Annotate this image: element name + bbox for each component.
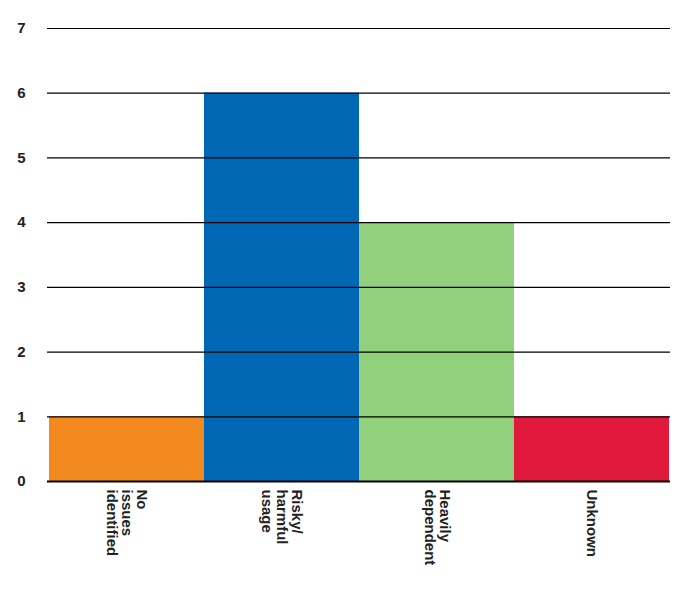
svg-text:Risky/harmfulusage: Risky/harmfulusage (259, 490, 306, 545)
svg-text:2: 2 (17, 343, 25, 360)
svg-text:1: 1 (17, 408, 25, 425)
svg-text:Unknown: Unknown (584, 490, 601, 558)
svg-text:4: 4 (17, 213, 26, 230)
svg-text:5: 5 (17, 149, 25, 166)
svg-text:Heavilydependent: Heavilydependent (422, 490, 454, 566)
svg-text:3: 3 (17, 278, 25, 295)
svg-text:6: 6 (17, 84, 25, 101)
svg-text:7: 7 (17, 19, 25, 36)
svg-text:Noissuesidentified: Noissuesidentified (104, 490, 151, 557)
svg-text:0: 0 (17, 472, 25, 489)
